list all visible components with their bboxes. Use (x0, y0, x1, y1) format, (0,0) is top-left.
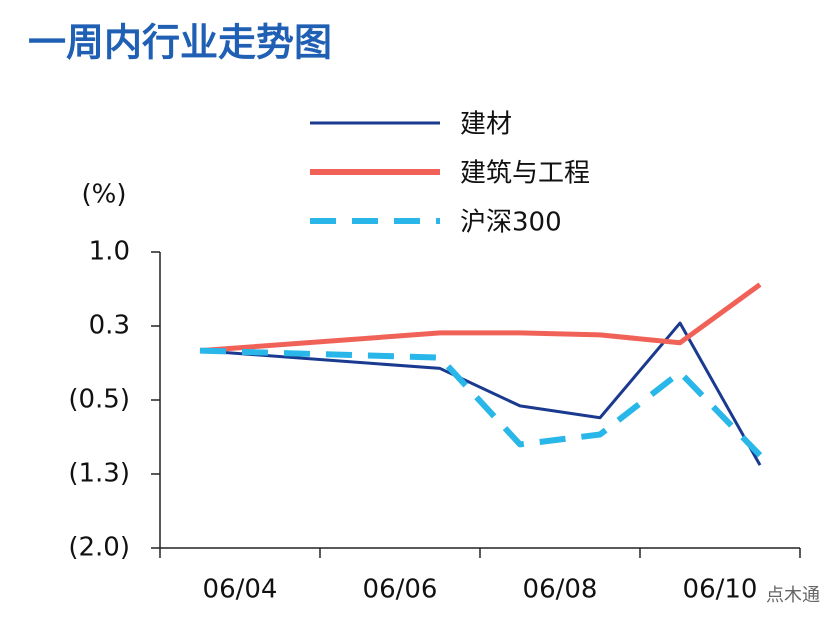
x-tick-label: 06/04 (203, 575, 278, 605)
x-tick-label: 06/06 (363, 575, 438, 605)
y-tick-label: 0.3 (89, 311, 130, 341)
series-line (199, 282, 762, 354)
y-tick-label: (0.5) (68, 385, 130, 415)
y-tick-label: (2.0) (68, 533, 130, 563)
y-unit-label: (%) (82, 180, 127, 210)
legend-label: 建材 (460, 110, 512, 140)
series-line (199, 347, 763, 458)
x-tick-label: 06/10 (683, 575, 758, 605)
y-tick-label: 1.0 (89, 237, 130, 267)
x-tick-label: 06/08 (523, 575, 598, 605)
chart-title: 一周内行业走势图 (28, 20, 332, 65)
y-tick-label: (1.3) (68, 459, 130, 489)
legend-label: 建筑与工程 (460, 159, 590, 189)
legend-label: 沪深300 (460, 208, 562, 238)
watermark: 点木通 (766, 585, 820, 606)
series-line (199, 321, 762, 466)
